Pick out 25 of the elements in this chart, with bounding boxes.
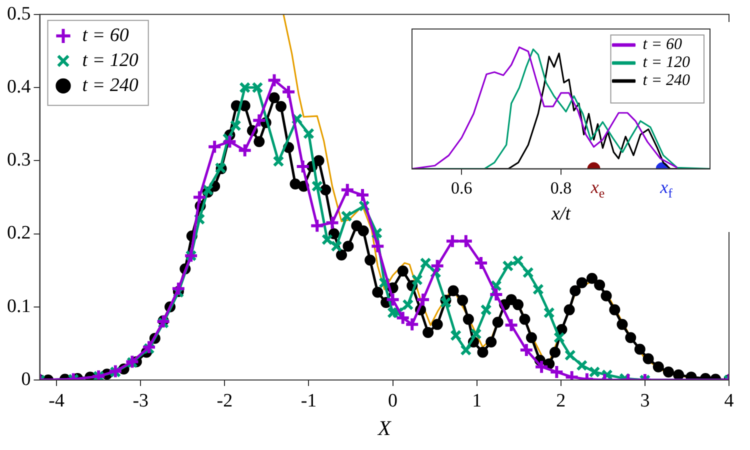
x-tick-label: 1 <box>472 390 482 412</box>
y-tick-label: 0 <box>21 368 31 390</box>
legend-label: t = 60 <box>82 24 130 46</box>
legend-label: t = 60 <box>642 36 682 54</box>
x-tick-label: -1 <box>300 390 317 412</box>
x-tick-label: 4 <box>724 390 734 412</box>
x-tick-label: -3 <box>132 390 149 412</box>
y-tick-label: 0.2 <box>7 222 31 244</box>
y-tick-label: 0.4 <box>7 76 32 98</box>
legend-label: t = 120 <box>82 50 139 71</box>
x-tick-label: 3 <box>640 390 650 412</box>
x-tick-label: 0.8 <box>550 178 572 198</box>
x-tick-label: -2 <box>216 390 233 412</box>
x-tick-label: -4 <box>48 390 65 412</box>
y-tick-label: 0.1 <box>7 296 31 317</box>
legend-label: t = 240 <box>82 74 139 96</box>
y-tick-label: 0.3 <box>7 150 31 171</box>
y-tick-label: 0.5 <box>7 3 31 24</box>
x-axis-title: X <box>376 416 392 440</box>
x-tick-label: 0.6 <box>451 178 472 198</box>
legend-label: t = 240 <box>642 72 690 90</box>
legend-label: t = 120 <box>642 54 690 72</box>
x-axis-title: x/t <box>550 204 572 225</box>
x-tick-label: 0 <box>388 390 398 412</box>
x-tick-label: 2 <box>556 390 566 412</box>
